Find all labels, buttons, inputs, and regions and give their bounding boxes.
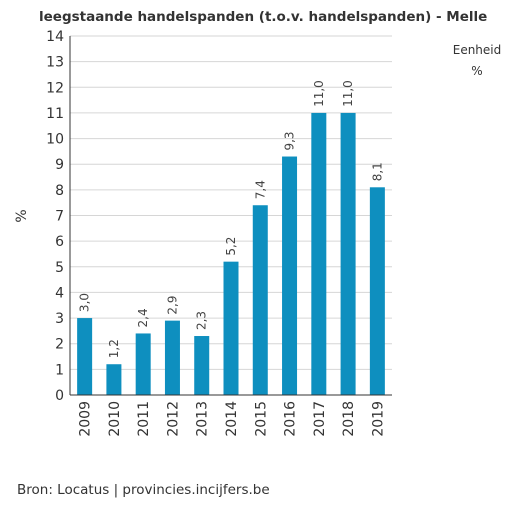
y-tick-label: 8 xyxy=(55,183,64,199)
bar-2012 xyxy=(164,320,180,395)
x-tick-label: 2014 xyxy=(224,401,240,437)
bar-2016 xyxy=(282,156,298,395)
x-tick-label: 2019 xyxy=(370,401,386,437)
bar-2010 xyxy=(106,364,122,395)
data-labels: 3,0 1,2 2,4 2,9 2,3 5,2 7,4 9,3 11,0 11,0 8,1 xyxy=(78,80,385,358)
x-tick-label: 2013 xyxy=(195,401,211,437)
bar-2019 xyxy=(369,187,385,395)
y-tick-label: 1 xyxy=(55,362,64,378)
y-tick-label: 7 xyxy=(55,209,64,225)
y-tick-label: 14 xyxy=(46,29,64,45)
data-label: 2,4 xyxy=(136,308,150,327)
data-label: 5,2 xyxy=(224,237,238,256)
bar-2017 xyxy=(311,112,327,395)
y-tick-label: 11 xyxy=(46,106,64,122)
x-tick-labels: 2009 2010 2011 2012 2013 2014 2015 2016 2017 2018… xyxy=(78,401,387,437)
x-tick-label: 2011 xyxy=(136,401,152,437)
source-note: Bron: Locatus | provincies.incijfers.be xyxy=(17,482,270,498)
bar-2015 xyxy=(252,205,268,395)
x-tick-label: 2010 xyxy=(107,401,123,437)
y-axis-label: % xyxy=(14,209,30,222)
data-label: 7,4 xyxy=(253,180,267,199)
y-tick-label: 5 xyxy=(55,260,64,276)
data-label: 9,3 xyxy=(283,131,297,150)
bar-2014 xyxy=(223,261,239,395)
y-tick-label: 0 xyxy=(55,388,64,404)
x-tick-label: 2015 xyxy=(253,401,269,437)
unit-value: % xyxy=(471,64,482,78)
y-tick-label: 4 xyxy=(55,285,64,301)
y-tick-label: 3 xyxy=(55,311,64,327)
data-label: 11,0 xyxy=(312,80,326,107)
data-label: 1,2 xyxy=(107,339,121,358)
data-label: 11,0 xyxy=(341,80,355,107)
x-tick-label: 2016 xyxy=(283,401,299,437)
unit-label: Eenheid xyxy=(453,43,502,57)
data-label: 3,0 xyxy=(78,293,92,312)
bars xyxy=(77,112,385,395)
y-tick-label: 13 xyxy=(46,55,64,71)
data-label: 8,1 xyxy=(370,162,384,181)
y-tick-label: 2 xyxy=(55,337,64,353)
data-label: 2,9 xyxy=(165,296,179,315)
bar-2018 xyxy=(340,112,356,395)
bar-2011 xyxy=(135,333,151,395)
chart-title: leegstaande handelspanden (t.o.v. handel… xyxy=(39,9,487,25)
y-tick-label: 9 xyxy=(55,157,64,173)
x-tick-label: 2009 xyxy=(78,401,94,437)
x-tick-label: 2018 xyxy=(341,401,357,437)
y-tick-label: 10 xyxy=(46,132,64,148)
x-tick-label: 2017 xyxy=(312,401,328,437)
axes xyxy=(69,36,392,396)
x-tick-label: 2012 xyxy=(165,401,181,437)
data-label: 2,3 xyxy=(195,311,209,330)
bar-2009 xyxy=(77,318,93,395)
y-tick-label: 6 xyxy=(55,234,64,250)
y-tick-label: 12 xyxy=(46,80,64,96)
bar-2013 xyxy=(194,336,210,395)
